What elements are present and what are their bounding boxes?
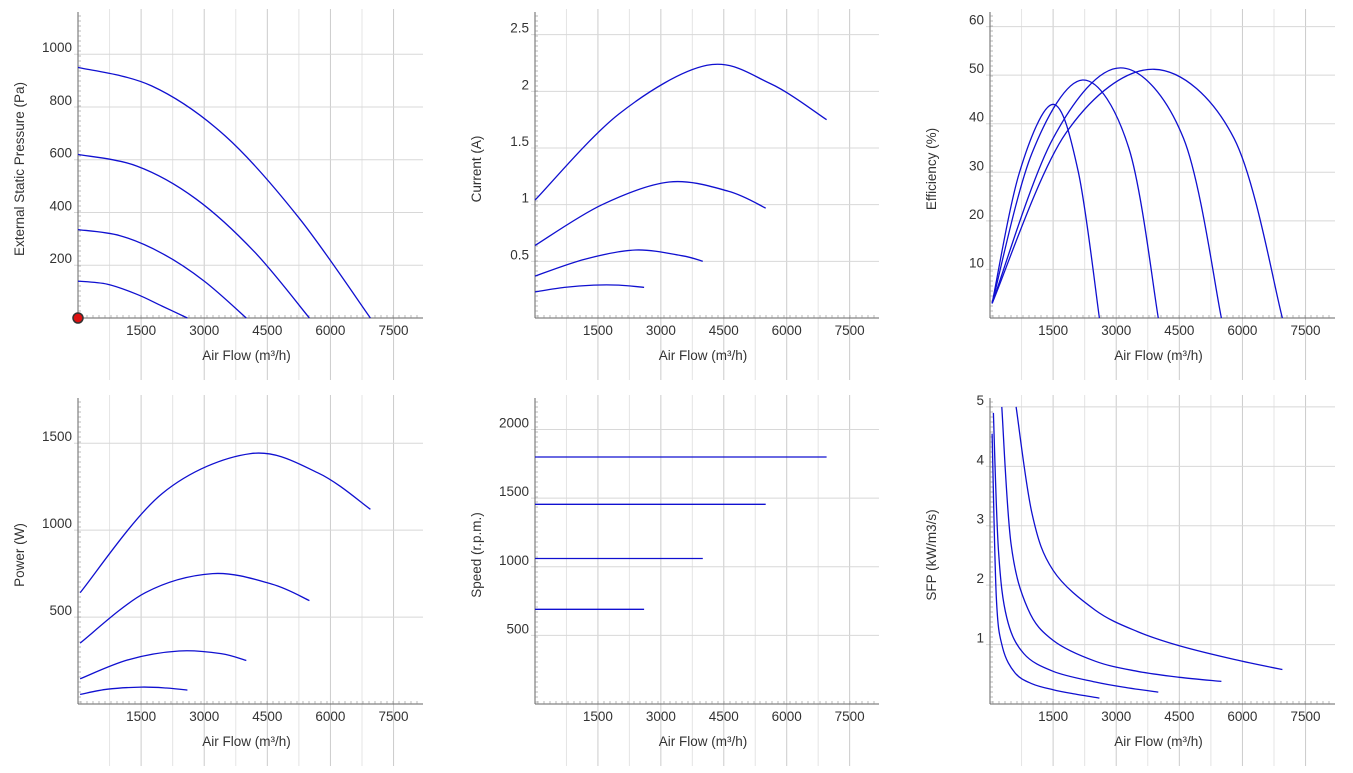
series-line-2 [77, 228, 247, 319]
series-line-1 [991, 433, 1100, 699]
x-tick-label: 6000 [315, 323, 345, 338]
series-line-3 [534, 180, 766, 247]
x-tick-label: 3000 [646, 323, 676, 338]
y-tick-label: 200 [49, 251, 72, 266]
y-tick-label: 4 [976, 452, 984, 467]
y-tick-label: 2 [521, 77, 529, 92]
x-tick-label: 3000 [189, 709, 219, 724]
series-line-4 [534, 63, 827, 201]
series-line-4 [77, 66, 371, 319]
y-tick-label: 1.5 [510, 134, 529, 149]
x-tick-label: 3000 [1101, 323, 1131, 338]
x-tick-label: 3000 [1101, 709, 1131, 724]
x-tick-label: 6000 [315, 709, 345, 724]
y-tick-label: 50 [969, 61, 984, 76]
series-line-1 [79, 686, 188, 696]
series-line-2 [991, 79, 1159, 319]
series-line-1 [534, 284, 645, 293]
y-tick-label: 5 [976, 393, 984, 408]
chart-6: 1500 3000 4500 6000 7500 1 2 3 4 5 Air Flow (m³/h)… [924, 393, 1335, 766]
y-tick-label: 1 [521, 191, 529, 206]
x-tick-label: 7500 [835, 709, 865, 724]
x-axis-title: Air Flow (m³/h) [659, 348, 748, 363]
y-axis-title: Speed (r.p.m.) [469, 512, 484, 598]
y-axis-title: Efficiency (%) [924, 128, 939, 210]
series-line-1 [77, 280, 188, 319]
series-line-3 [77, 153, 310, 319]
series-line-3 [991, 67, 1223, 319]
chart-5: 1500 3000 4500 6000 7500 500 1000 1500 2000 Air F… [469, 395, 879, 766]
y-tick-label: 0.5 [510, 247, 529, 262]
x-tick-label: 4500 [709, 709, 739, 724]
x-tick-label: 4500 [1164, 709, 1194, 724]
y-tick-label: 600 [49, 146, 72, 161]
y-tick-label: 3 [976, 512, 984, 527]
y-tick-label: 20 [969, 207, 984, 222]
x-tick-label: 1500 [126, 323, 156, 338]
series-line-2 [534, 249, 703, 277]
y-axis-title: Current (A) [469, 136, 484, 203]
y-tick-label: 10 [969, 255, 984, 270]
y-tick-label: 2000 [499, 416, 529, 431]
x-tick-label: 1500 [1038, 323, 1068, 338]
series-line-4 [991, 68, 1284, 319]
series-line-1 [991, 103, 1101, 319]
y-tick-label: 1500 [499, 484, 529, 499]
x-tick-label: 3000 [189, 323, 219, 338]
x-tick-label: 1500 [126, 709, 156, 724]
x-axis-title: Air Flow (m³/h) [659, 734, 748, 749]
x-tick-label: 6000 [1227, 323, 1257, 338]
y-tick-label: 1000 [499, 553, 529, 568]
y-tick-label: 60 [969, 13, 984, 28]
x-tick-label: 1500 [583, 323, 613, 338]
y-tick-label: 30 [969, 158, 984, 173]
x-axis-title: Air Flow (m³/h) [202, 348, 291, 363]
y-tick-label: 500 [49, 603, 72, 618]
x-tick-label: 7500 [379, 709, 409, 724]
series-line-4 [79, 452, 371, 594]
y-tick-label: 2.5 [510, 21, 529, 36]
y-tick-label: 1500 [42, 429, 72, 444]
y-tick-label: 400 [49, 198, 72, 213]
series-line-3 [1001, 406, 1222, 683]
y-tick-label: 40 [969, 110, 984, 125]
x-tick-label: 7500 [1291, 323, 1321, 338]
x-tick-label: 3000 [646, 709, 676, 724]
series-line-4 [1015, 406, 1283, 671]
y-tick-label: 1000 [42, 516, 72, 531]
x-tick-label: 4500 [252, 709, 282, 724]
y-tick-label: 1000 [42, 40, 72, 55]
chart-3: 1500 3000 4500 6000 7500 10 20 30 40 50 60 Air Flow… [924, 9, 1335, 380]
y-axis-title: SFP (kW/m3/s) [924, 509, 939, 600]
x-tick-label: 6000 [772, 709, 802, 724]
x-tick-label: 4500 [709, 323, 739, 338]
series-line-2 [79, 650, 247, 680]
x-tick-label: 1500 [1038, 709, 1068, 724]
operating-point-marker[interactable] [72, 312, 84, 324]
chart-1: 1500 3000 4500 6000 7500 200 400 600 800 1000 Air … [12, 9, 423, 380]
y-tick-label: 1 [976, 631, 984, 646]
y-axis-title: Power (W) [12, 523, 27, 587]
series-line-2 [992, 412, 1159, 693]
x-tick-label: 6000 [772, 323, 802, 338]
x-axis-title: Air Flow (m³/h) [1114, 734, 1203, 749]
x-tick-label: 7500 [1291, 709, 1321, 724]
chart-2: 1500 3000 4500 6000 7500 0.5 1 1.5 2 2.5 Air Flow … [469, 9, 879, 380]
x-tick-label: 7500 [379, 323, 409, 338]
x-axis-title: Air Flow (m³/h) [202, 734, 291, 749]
y-axis-title: External Static Pressure (Pa) [12, 82, 27, 256]
x-tick-label: 6000 [1227, 709, 1257, 724]
series-line-3 [79, 572, 310, 644]
x-tick-label: 4500 [1164, 323, 1194, 338]
x-axis-title: Air Flow (m³/h) [1114, 348, 1203, 363]
x-tick-label: 4500 [252, 323, 282, 338]
x-tick-label: 7500 [835, 323, 865, 338]
y-tick-label: 800 [49, 93, 72, 108]
x-tick-label: 1500 [583, 709, 613, 724]
y-tick-label: 500 [506, 621, 529, 636]
chart-4: 1500 3000 4500 6000 7500 500 1000 1500 Air Flow … [12, 395, 423, 766]
y-tick-label: 2 [976, 571, 984, 586]
